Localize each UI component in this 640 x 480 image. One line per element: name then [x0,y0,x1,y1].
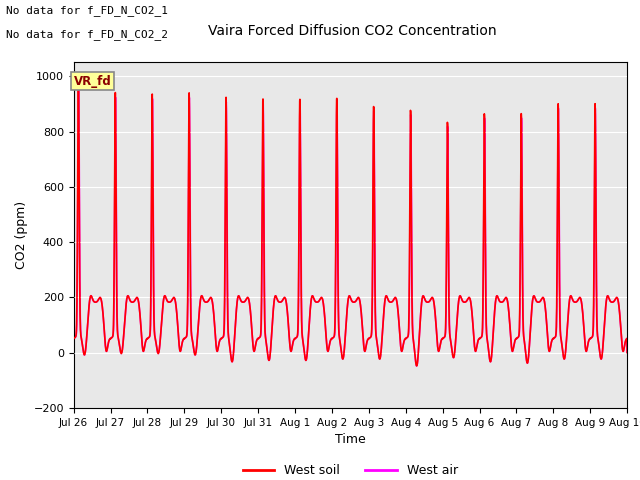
Text: VR_fd: VR_fd [74,74,111,87]
Text: No data for f_FD_N_CO2_2: No data for f_FD_N_CO2_2 [6,29,168,40]
Text: Vaira Forced Diffusion CO2 Concentration: Vaira Forced Diffusion CO2 Concentration [208,24,496,38]
Legend: West soil, West air: West soil, West air [238,459,463,480]
Y-axis label: CO2 (ppm): CO2 (ppm) [15,201,28,269]
Text: No data for f_FD_N_CO2_1: No data for f_FD_N_CO2_1 [6,5,168,16]
X-axis label: Time: Time [335,433,366,446]
